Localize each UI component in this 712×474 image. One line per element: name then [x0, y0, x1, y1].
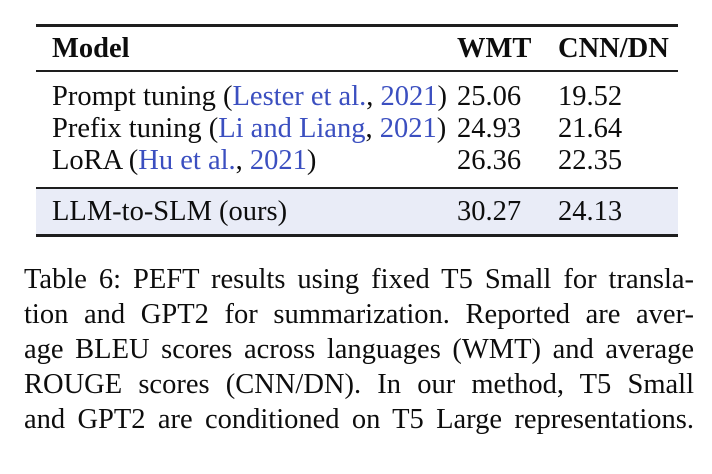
table-header-rule	[36, 70, 678, 72]
results-table: Model WMT CNN/DN Prompt tuning (Lester e…	[36, 24, 678, 237]
table-body: Prompt tuning (Lester et al., 2021) 25.0…	[36, 72, 678, 187]
table-bottom-rule	[36, 234, 678, 237]
table-row-prefix-tuning: Prefix tuning (Li and Liang, 2021) 24.93…	[36, 113, 678, 145]
column-header-model: Model	[52, 32, 130, 64]
model-label-part: Prefix tuning (	[52, 113, 219, 144]
citation-link-authors[interactable]: Hu et al.	[138, 145, 236, 176]
model-cell: Prompt tuning (Lester et al., 2021)	[36, 81, 457, 113]
citation-link-authors[interactable]: Li and Liang	[218, 113, 366, 144]
model-label-part: ,	[366, 81, 381, 112]
table-top-rule	[36, 24, 678, 27]
wmt-score-cell: 25.06	[457, 81, 522, 112]
caption-line: tion and GPT2 for summarization. Reporte…	[24, 299, 694, 330]
model-label-part: )	[436, 113, 447, 144]
model-label-part: Prompt tuning (	[52, 81, 233, 112]
model-label-part: )	[437, 81, 448, 112]
model-cell: Prefix tuning (Li and Liang, 2021)	[36, 113, 457, 145]
column-header-wmt: WMT	[457, 32, 532, 64]
cnndn-score-cell: 22.35	[558, 145, 623, 176]
table-mid-rule	[36, 187, 678, 189]
model-label-part: LoRA (	[52, 145, 139, 176]
cnndn-score-cell: 21.64	[558, 113, 623, 144]
caption-line: ROUGE scores (CNN/DN). In our method, T5…	[24, 369, 694, 400]
caption-line: Table 6: PEFT results using fixed T5 Sma…	[24, 264, 694, 295]
model-label-part: ,	[235, 145, 250, 176]
citation-link-year[interactable]: 2021	[380, 81, 438, 112]
table-header-row: Model WMT CNN/DN	[36, 27, 678, 70]
model-label-part: )	[306, 145, 317, 176]
citation-link-year[interactable]: 2021	[379, 113, 437, 144]
caption-line: age BLEU scores across languages (WMT) a…	[24, 334, 694, 365]
caption-line: and GPT2 are conditioned on T5 Large rep…	[24, 404, 694, 435]
table-caption: Table 6: PEFT results using fixed T5 Sma…	[24, 262, 694, 437]
wmt-score-cell: 24.93	[457, 113, 522, 144]
model-label-part: ,	[365, 113, 380, 144]
citation-link-year[interactable]: 2021	[249, 145, 307, 176]
table-row-prompt-tuning: Prompt tuning (Lester et al., 2021) 25.0…	[36, 81, 678, 113]
model-cell: LoRA (Hu et al., 2021)	[36, 145, 457, 177]
highlighted-row-ours: LLM-to-SLM (ours) 30.27 24.13	[36, 189, 678, 234]
cnndn-score-cell: 24.13	[558, 195, 623, 227]
citation-link-authors[interactable]: Lester et al.	[232, 81, 367, 112]
table-row-lora: LoRA (Hu et al., 2021) 26.36 22.35	[36, 145, 678, 177]
cnndn-score-cell: 19.52	[558, 81, 623, 112]
wmt-score-cell: 30.27	[457, 195, 522, 227]
column-header-cnndn: CNN/DN	[558, 32, 669, 64]
model-cell: LLM-to-SLM (ours)	[52, 195, 288, 227]
wmt-score-cell: 26.36	[457, 145, 522, 176]
